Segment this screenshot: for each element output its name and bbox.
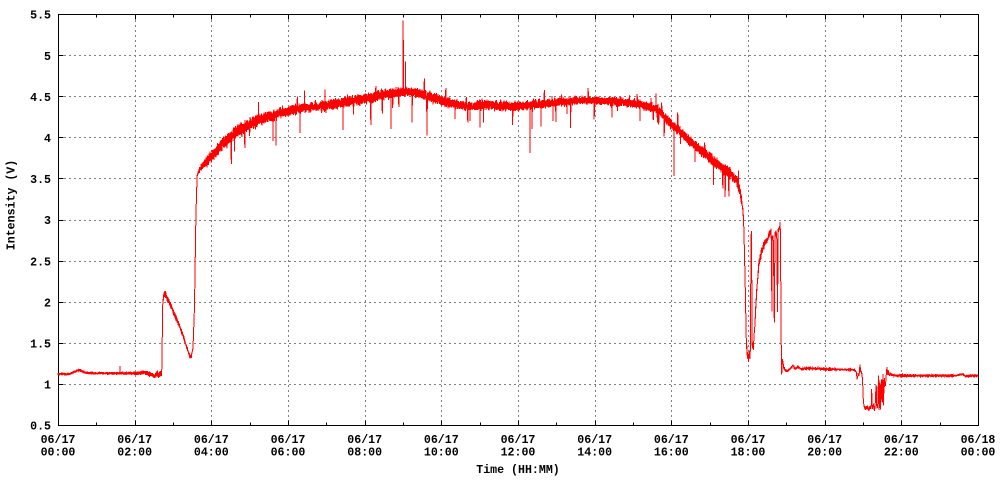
svg-text:06/17: 06/17 [117, 434, 152, 447]
svg-text:2.5: 2.5 [30, 256, 51, 269]
svg-text:3: 3 [44, 215, 51, 228]
svg-text:02:00: 02:00 [117, 447, 152, 460]
svg-text:08:00: 08:00 [347, 447, 382, 460]
svg-text:14:00: 14:00 [577, 447, 612, 460]
svg-text:04:00: 04:00 [194, 447, 229, 460]
svg-text:18:00: 18:00 [731, 447, 766, 460]
svg-text:06/17: 06/17 [654, 434, 689, 447]
svg-text:2: 2 [44, 297, 51, 310]
svg-text:1.5: 1.5 [30, 339, 51, 352]
svg-text:06:00: 06:00 [271, 447, 306, 460]
svg-text:5: 5 [44, 51, 51, 64]
svg-text:06/17: 06/17 [271, 434, 306, 447]
svg-text:06/17: 06/17 [731, 434, 766, 447]
svg-text:00:00: 00:00 [41, 447, 76, 460]
svg-text:5.5: 5.5 [30, 10, 51, 23]
svg-text:00:00: 00:00 [961, 447, 996, 460]
svg-text:16:00: 16:00 [654, 447, 689, 460]
svg-text:20:00: 20:00 [807, 447, 842, 460]
svg-text:Intensity (V): Intensity (V) [6, 160, 19, 250]
svg-text:06/17: 06/17 [194, 434, 229, 447]
svg-text:10:00: 10:00 [424, 447, 459, 460]
svg-text:06/17: 06/17 [577, 434, 612, 447]
svg-text:0.5: 0.5 [30, 421, 51, 434]
svg-text:06/17: 06/17 [347, 434, 382, 447]
svg-text:06/17: 06/17 [41, 434, 76, 447]
svg-text:06/17: 06/17 [501, 434, 536, 447]
svg-text:06/17: 06/17 [424, 434, 459, 447]
svg-text:4.5: 4.5 [30, 92, 51, 105]
svg-text:3.5: 3.5 [30, 174, 51, 187]
svg-text:06/18: 06/18 [961, 434, 996, 447]
svg-text:1: 1 [44, 380, 51, 393]
svg-text:12:00: 12:00 [501, 447, 536, 460]
svg-text:22:00: 22:00 [884, 447, 919, 460]
svg-text:06/17: 06/17 [807, 434, 842, 447]
svg-text:4: 4 [44, 133, 51, 146]
svg-text:06/17: 06/17 [884, 434, 919, 447]
svg-text:Time (HH:MM): Time (HH:MM) [476, 464, 560, 477]
